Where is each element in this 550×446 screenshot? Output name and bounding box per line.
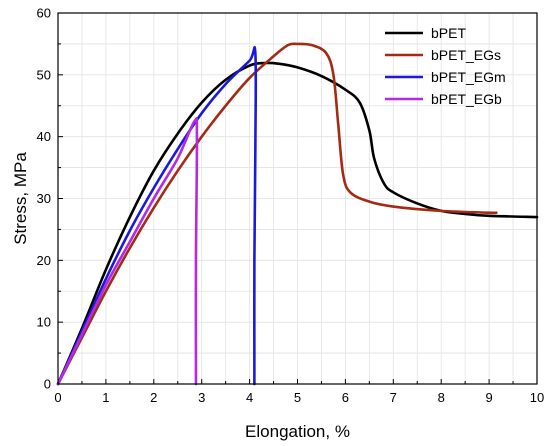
x-axis-title: Elongation, % (245, 422, 350, 441)
y-tick-label: 60 (37, 6, 51, 21)
series-line-bpet-egs (56, 42, 498, 386)
legend-label: bPET (431, 25, 466, 41)
x-tick-label: 0 (54, 390, 61, 405)
legend: bPET bPET_EGs bPET_EGm bPET_EGb (385, 25, 506, 107)
y-axis-title: Stress, MPa (11, 152, 30, 245)
x-tick-label: 7 (390, 390, 397, 405)
y-tick-label: 40 (37, 129, 51, 144)
x-tick-label: 2 (150, 390, 157, 405)
y-tick-label: 20 (37, 253, 51, 268)
x-tick-label: 4 (246, 390, 253, 405)
legend-label: bPET_EGs (431, 47, 501, 63)
x-tick-label: 3 (198, 390, 205, 405)
x-tick-label: 10 (530, 390, 544, 405)
series-line-bpet-egm (56, 46, 258, 386)
x-tick-label: 9 (485, 390, 492, 405)
y-tick-label: 30 (37, 191, 51, 206)
y-tick-label: 50 (37, 67, 51, 82)
x-tick-label: 6 (342, 390, 349, 405)
legend-label: bPET_EGb (431, 91, 502, 107)
y-tick-label: 10 (37, 315, 51, 330)
series-line-bpet (56, 61, 539, 386)
x-tick-label: 5 (294, 390, 301, 405)
series-lines (56, 42, 539, 386)
legend-label: bPET_EGm (431, 69, 506, 85)
y-tick-label: 0 (44, 377, 51, 392)
series-line-bpet-egb (56, 117, 199, 386)
x-tick-label: 8 (438, 390, 445, 405)
axis-ticks: 0 1 2 3 4 5 6 7 8 9 10 0 10 20 30 40 50 60 (37, 6, 545, 406)
x-tick-label: 1 (102, 390, 109, 405)
